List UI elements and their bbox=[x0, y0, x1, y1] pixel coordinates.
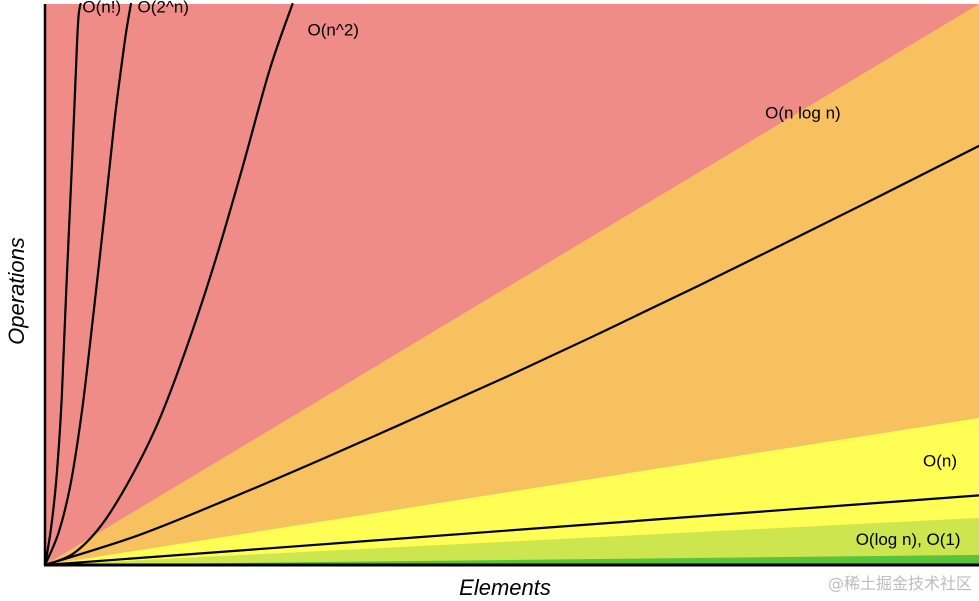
region-bad bbox=[45, 4, 979, 565]
series-line-o-n bbox=[43, 494, 979, 567]
region-good bbox=[45, 517, 979, 565]
series-label-o-n-2: O(n^2) bbox=[308, 20, 359, 39]
series-label-o-n-log-n: O(n log n) bbox=[765, 103, 841, 122]
series-label-o-n: O(n!) bbox=[82, 0, 121, 16]
region-fair bbox=[45, 418, 979, 565]
curve-labels: O(n!) O(2^n) O(n^2) O(n log n) O(n) O(log n),… bbox=[82, 0, 960, 549]
axes bbox=[43, 4, 979, 567]
series-line-o-n-2 bbox=[43, 2, 294, 567]
series-label-o-2-n: O(2^n) bbox=[138, 0, 189, 16]
series-line-o-n bbox=[43, 2, 82, 567]
complexity-regions bbox=[45, 4, 979, 565]
watermark-text: @稀土掘金技术社区 bbox=[828, 574, 972, 593]
series-line-o-n-log-n bbox=[43, 144, 979, 567]
series-label-o-n: O(n) bbox=[923, 451, 957, 470]
series-line-o-2-n bbox=[43, 2, 132, 567]
region-excellent bbox=[45, 554, 979, 565]
series-label-o-log-n-o-1: O(log n), O(1) bbox=[856, 530, 961, 549]
x-axis-label: Elements bbox=[459, 575, 551, 600]
y-axis-label: Operations bbox=[4, 237, 29, 345]
